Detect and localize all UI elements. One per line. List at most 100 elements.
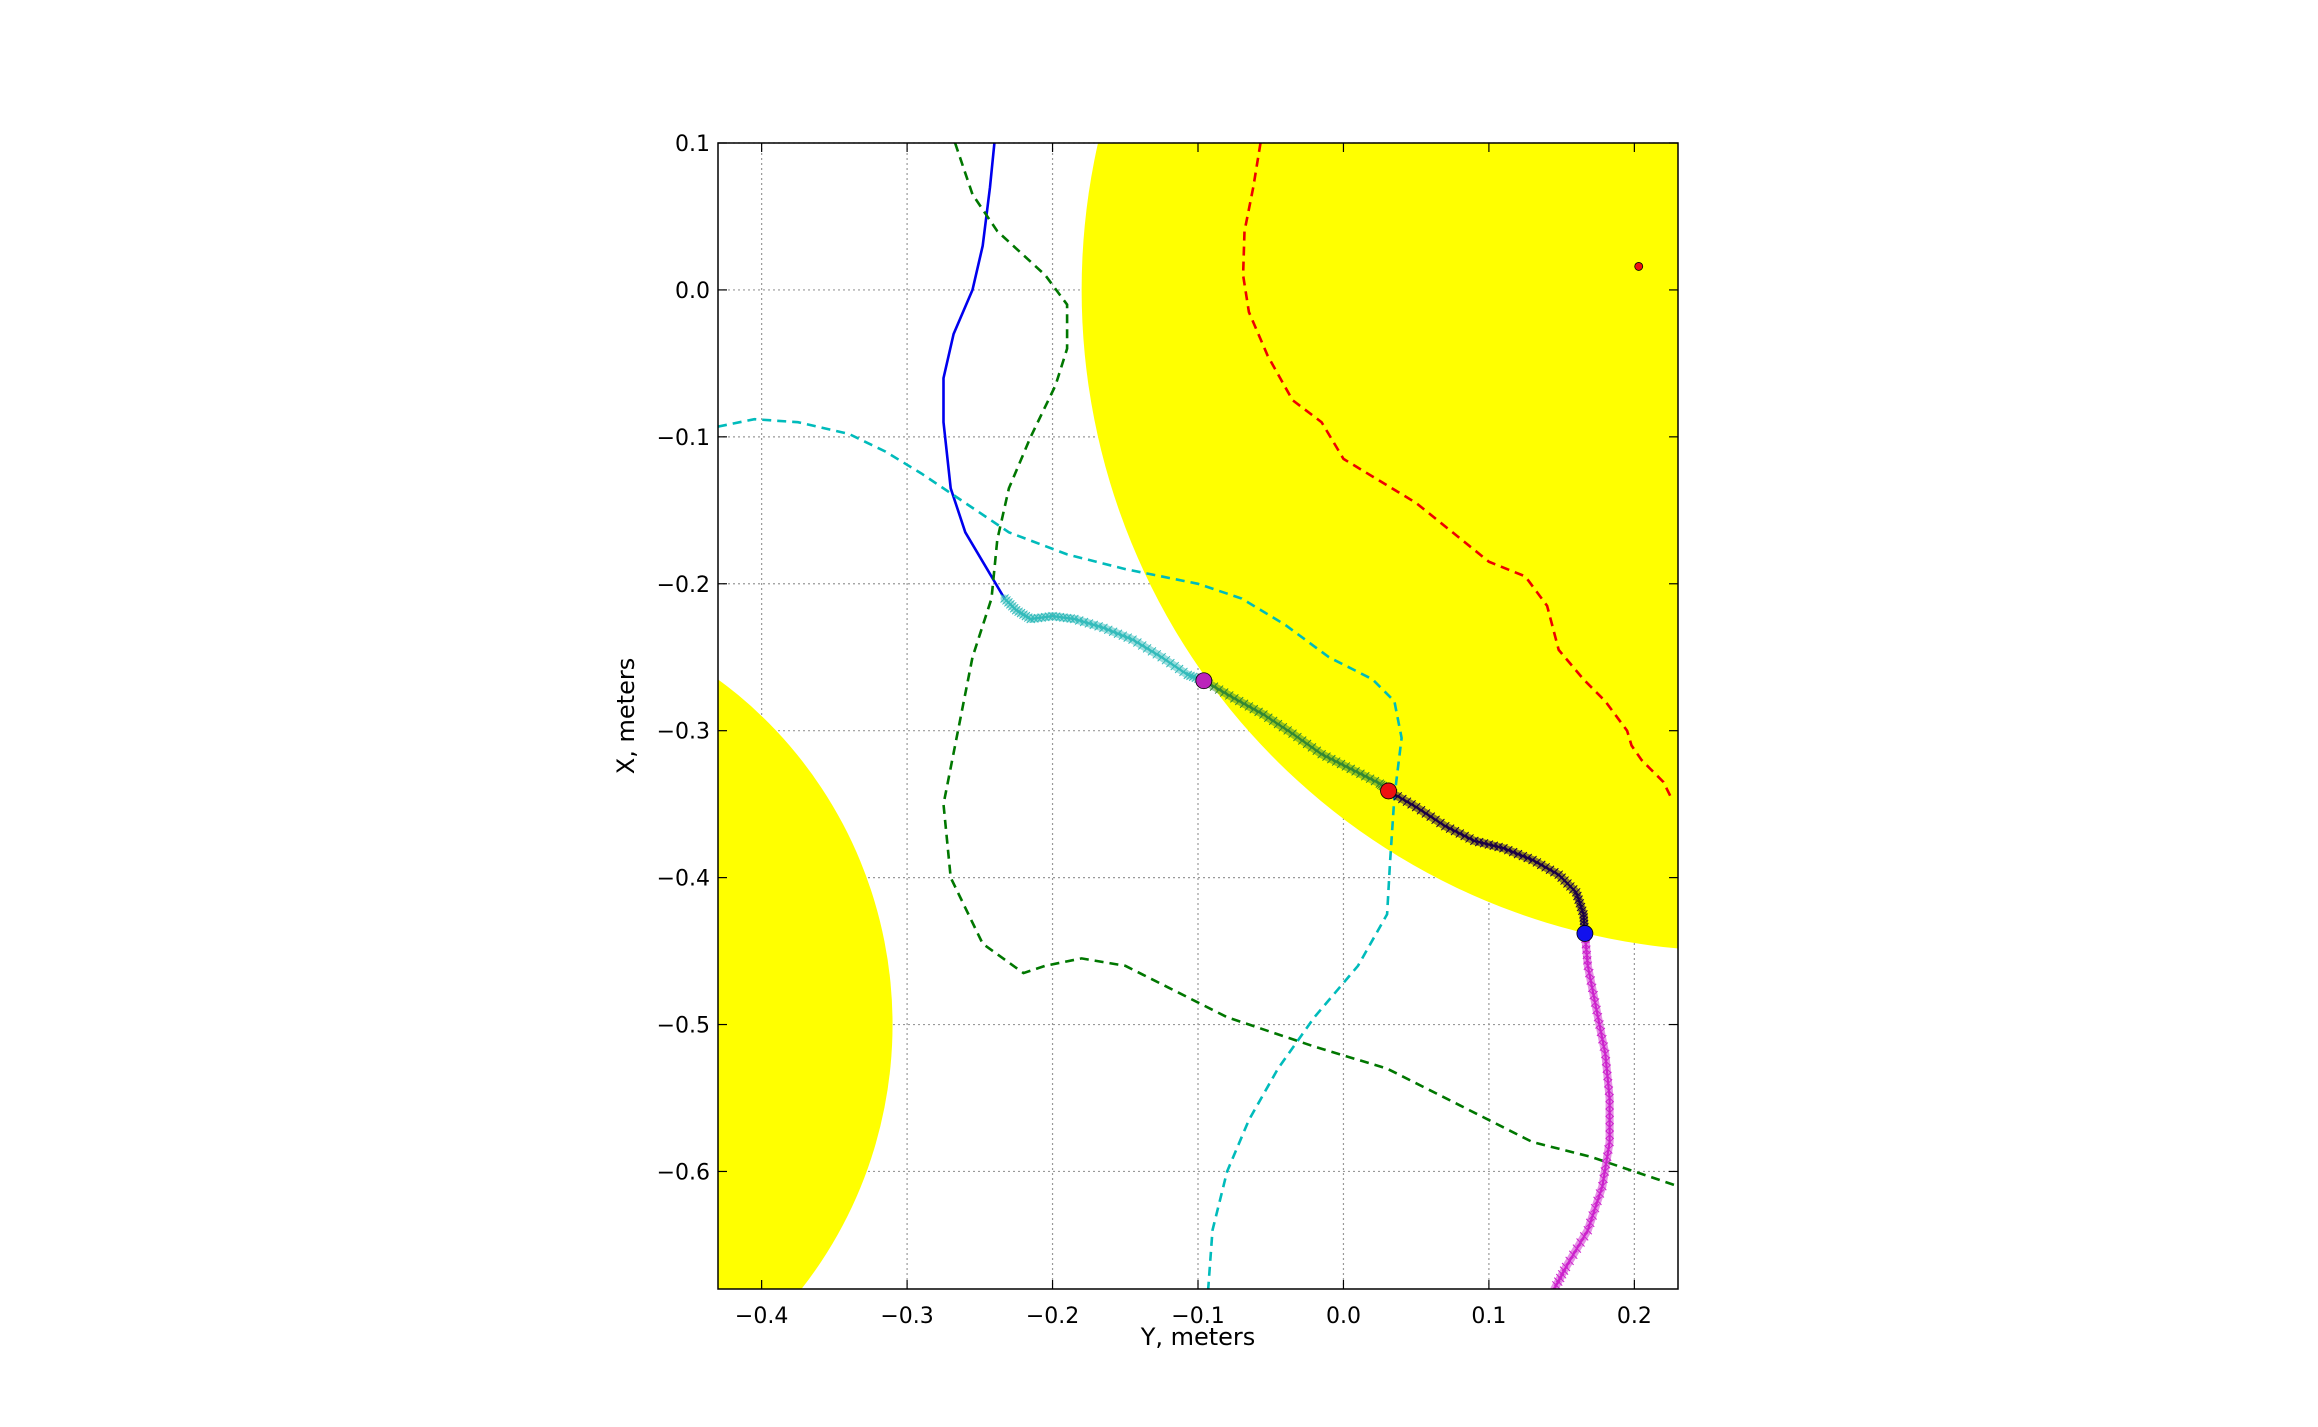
axis-ticks: −0.4 −0.3 −0.2 −0.1 0.0 0.1 0.2 0.1 0.0 −0.1 −0.2 −… (657, 132, 1678, 1329)
x-marker (1048, 611, 1057, 621)
x-marker (1118, 631, 1128, 641)
x-marker (1062, 613, 1072, 623)
x-marker (1528, 855, 1537, 865)
x-marker (1157, 652, 1166, 662)
x-marker (1470, 836, 1479, 846)
x-marker (1431, 815, 1440, 825)
x-marker (1596, 1027, 1606, 1037)
x-marker (1590, 1203, 1600, 1213)
x-marker (1583, 1225, 1593, 1235)
x-marker (1346, 764, 1356, 774)
series-lines (718, 143, 1678, 1289)
x-marker (1545, 865, 1555, 875)
x-marker (1074, 616, 1084, 625)
series-markers (1000, 594, 1614, 1289)
x-marker (1583, 961, 1593, 971)
x-marker (1288, 729, 1297, 738)
x-marker (1503, 845, 1513, 855)
x-marker (1317, 749, 1326, 759)
key-point (1576, 925, 1594, 942)
x-marker (1273, 719, 1283, 729)
y-tick-label: −0.5 (657, 1014, 710, 1039)
x-marker (1103, 625, 1113, 635)
x-marker (1360, 771, 1370, 781)
series-dashed-cyan_boundary (718, 417, 1403, 1289)
x-marker (1541, 862, 1550, 872)
x-marker (1356, 769, 1365, 779)
x-marker (1436, 818, 1445, 828)
y-axis-label: X, meters (612, 658, 640, 774)
x-marker (1108, 627, 1118, 637)
x-marker (1133, 638, 1142, 647)
obstacle-upper-right (1081, 143, 1678, 949)
x-marker (1019, 610, 1028, 619)
x-tick-label: −0.2 (1026, 1304, 1079, 1329)
x-marker (1166, 658, 1175, 668)
x-marker (1179, 667, 1188, 677)
x-marker (1484, 840, 1494, 849)
x-tick-label: 0.2 (1617, 1304, 1652, 1329)
series-line-blue_path (942, 143, 1006, 600)
x-marker (1598, 1181, 1607, 1191)
y-tick-label: −0.6 (657, 1160, 710, 1185)
x-marker (1550, 867, 1559, 877)
x-marker (1014, 607, 1023, 617)
x-marker (1450, 826, 1460, 836)
x-marker (1254, 707, 1263, 717)
x-marker (1152, 649, 1162, 659)
x-marker (1604, 1145, 1613, 1154)
y-tick-label: 0.0 (675, 279, 710, 304)
x-marker (1044, 612, 1054, 621)
x-marker (1123, 633, 1133, 642)
x-marker (1365, 774, 1375, 784)
x-marker (1604, 1086, 1614, 1096)
series-dashed-green_boundary (942, 143, 1678, 1188)
x-marker (1239, 699, 1249, 709)
x-marker (1489, 841, 1499, 851)
x-marker (1601, 1159, 1611, 1169)
x-marker (1455, 829, 1465, 838)
x-marker (1494, 842, 1503, 852)
key-points (1195, 262, 1644, 942)
x-marker (1593, 1196, 1602, 1206)
x-marker (1605, 1108, 1614, 1118)
x-marker (1147, 647, 1157, 656)
x-marker (1128, 635, 1137, 644)
x-marker (1605, 1100, 1614, 1110)
x-marker (1161, 655, 1171, 665)
x-marker (1312, 746, 1322, 756)
x-marker (1600, 1167, 1610, 1176)
x-marker (1351, 766, 1360, 776)
obstacles (718, 143, 1678, 1289)
x-marker (1259, 710, 1268, 719)
x-marker (1445, 824, 1455, 833)
x-marker (1603, 1071, 1612, 1081)
x-marker (1326, 754, 1336, 764)
x-marker (1066, 614, 1076, 623)
x-marker (1224, 691, 1234, 700)
x-marker (1587, 983, 1597, 993)
x-marker (1341, 762, 1351, 771)
y-tick-label: −0.4 (657, 867, 710, 892)
x-marker (1416, 805, 1426, 815)
key-point (1634, 262, 1644, 271)
x-marker (1576, 1238, 1585, 1247)
x-marker (1592, 1005, 1601, 1015)
series-dashed-red_boundary (1241, 143, 1672, 798)
x-marker (1605, 1115, 1614, 1125)
x-marker (1599, 1174, 1608, 1184)
x-marker (1589, 990, 1598, 1000)
y-tick-label: −0.2 (657, 573, 710, 598)
x-marker (1599, 1042, 1609, 1051)
x-marker (1307, 742, 1317, 752)
x-marker (1183, 670, 1193, 680)
x-marker (1513, 849, 1523, 859)
x-marker (1523, 853, 1533, 863)
y-tick-label: −0.3 (657, 720, 710, 745)
x-marker (1037, 613, 1046, 622)
x-marker (1113, 629, 1123, 639)
x-marker (1186, 671, 1195, 681)
x-marker (1579, 1231, 1589, 1241)
x-marker (1137, 641, 1147, 650)
x-marker (1234, 696, 1244, 706)
